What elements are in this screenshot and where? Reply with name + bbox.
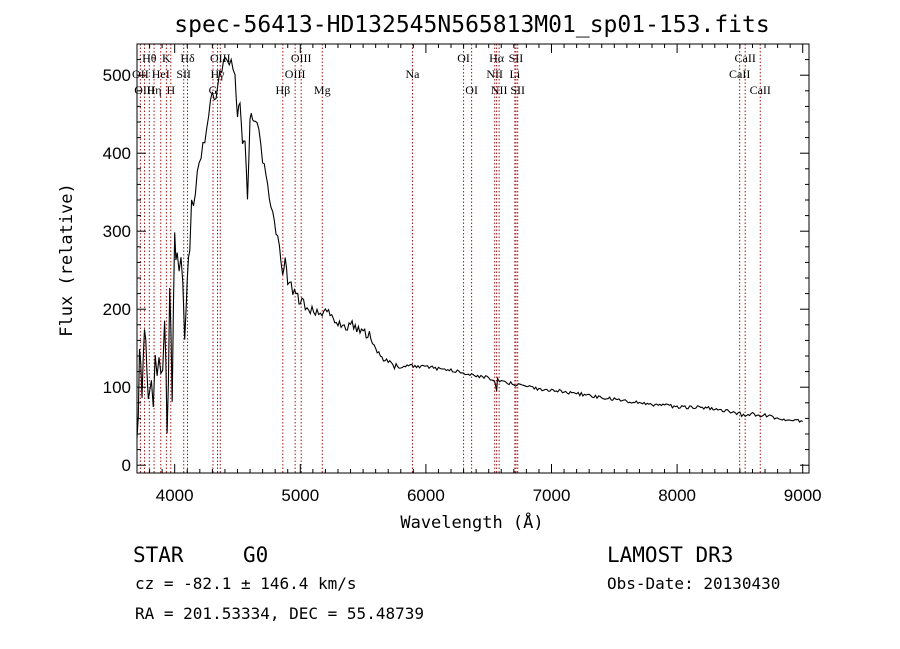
x-tick-label: 9000 (784, 486, 822, 505)
spectral-line-label: Hη (147, 83, 162, 97)
sky-coordinates: RA = 201.53334, DEC = 55.48739 (135, 604, 424, 623)
spectral-line-markers (139, 44, 761, 473)
spectral-line-label: OII (132, 67, 149, 81)
x-tick-label: 8000 (658, 486, 696, 505)
observation-date: Obs-Date: 20130430 (607, 574, 780, 593)
spectral-line-label: SII (510, 83, 525, 97)
x-tick-label: 5000 (281, 486, 319, 505)
spectral-line-label: CaII (750, 83, 771, 97)
x-tick-label: 7000 (533, 486, 571, 505)
spectral-line-label: Hα (489, 51, 505, 65)
chart-title: spec-56413-HD132545N565813M01_sp01-153.f… (174, 12, 769, 38)
spectral-line-label: OIII (291, 51, 312, 65)
y-tick-label: 200 (103, 300, 131, 319)
spectral-line-label: Mg (314, 83, 331, 97)
spectral-line-label: CaII (735, 51, 756, 65)
spectral-line-label: CaII (729, 67, 750, 81)
spectral-line-label: NII (491, 83, 508, 97)
spectral-line-label: H (166, 83, 175, 97)
spectral-line-label: OIII (210, 51, 231, 65)
y-tick-label: 300 (103, 222, 131, 241)
spectral-line-label: Hδ (180, 51, 195, 65)
redshift-velocity: cz = -82.1 ± 146.4 km/s (135, 574, 357, 593)
spectral-line-label: Hβ (275, 83, 290, 97)
spectral-line-label: OI (457, 51, 470, 65)
spectral-line-label: SII (509, 51, 524, 65)
spectral-line-label: NII (486, 67, 503, 81)
y-tick-label: 100 (103, 378, 131, 397)
x-axis-label: Wavelength (Å) (400, 511, 543, 533)
y-tick-label: 500 (103, 66, 131, 85)
y-tick-label: 400 (103, 144, 131, 163)
object-class: STAR (133, 543, 184, 567)
spectral-line-label: Hγ (211, 67, 226, 81)
spectral-line-label: K (162, 51, 171, 65)
spectral-line-label: OIII (285, 67, 306, 81)
spectral-line-label: Hθ (142, 51, 157, 65)
spectrum-series (136, 56, 803, 439)
plot-frame (136, 43, 810, 474)
y-axis-label: Flux (relative) (57, 183, 77, 337)
object-subclass: G0 (243, 543, 268, 567)
x-tick-label: 6000 (407, 486, 445, 505)
spectral-line-label: Na (405, 67, 420, 81)
spectral-line-label: OIII (134, 83, 155, 97)
spectral-line-label: SII (176, 67, 191, 81)
spectral-line-label: G (209, 83, 218, 97)
spectral-line-label: HeI (152, 67, 170, 81)
x-tick-label: 4000 (156, 486, 194, 505)
survey-name: LAMOST DR3 (607, 543, 733, 567)
spectral-line-label: Li (509, 67, 520, 81)
spectral-line-label: OI (465, 83, 478, 97)
axis-ticks: 4000 5000 6000 7000 8000 9000 0 100 200 300 400 500 (103, 44, 822, 505)
y-tick-label: 0 (122, 456, 131, 475)
